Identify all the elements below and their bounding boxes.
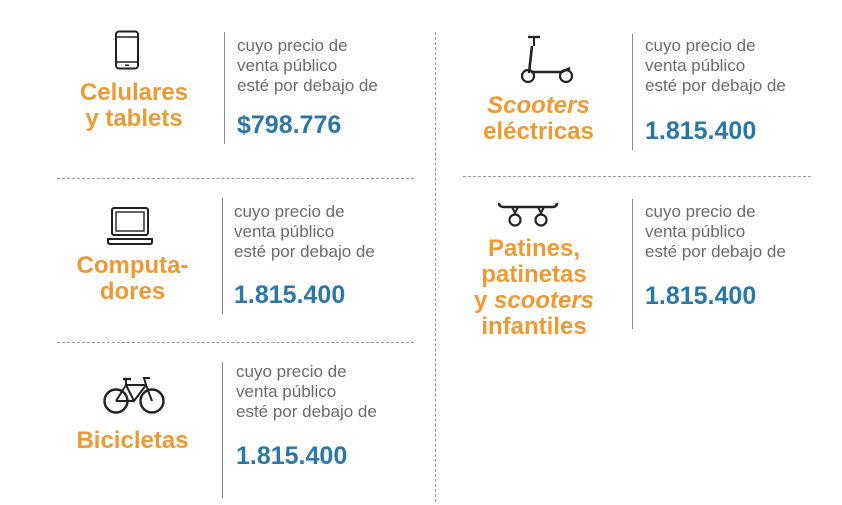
vertical-separator xyxy=(224,32,225,144)
category-title: Patines, patinetas y scooters infantiles xyxy=(458,236,610,340)
row-divider xyxy=(57,178,414,179)
category-title: Bicicletas xyxy=(60,428,205,454)
category-line: infantiles xyxy=(481,313,587,340)
price-value: 1.815.400 xyxy=(645,117,757,145)
smartphone-icon xyxy=(114,30,140,70)
price-value: 1.815.400 xyxy=(234,281,346,309)
price-value: 1.815.400 xyxy=(236,442,348,470)
category-line: y tablets xyxy=(85,105,183,132)
category-line: Scooters xyxy=(487,92,590,119)
category-line: Bicicletas xyxy=(76,427,189,454)
category-title: Computa- dores xyxy=(60,253,205,305)
price-condition-text: cuyo precio de venta público esté por de… xyxy=(237,36,378,95)
bicycle-icon xyxy=(102,373,166,417)
price-value: 1.815.400 xyxy=(645,282,757,310)
vertical-separator xyxy=(632,199,633,329)
vertical-separator xyxy=(222,362,223,498)
category-line: Celulares xyxy=(79,79,189,106)
row-divider xyxy=(57,342,414,343)
price-condition-text: cuyo precio de venta público esté por de… xyxy=(645,202,786,261)
price-condition-text: cuyo precio de venta público esté por de… xyxy=(236,362,377,421)
laptop-icon xyxy=(106,206,154,246)
scooter-icon xyxy=(518,34,576,86)
category-line: patinetas xyxy=(481,261,587,288)
column-divider xyxy=(435,32,436,502)
price-value: $798.776 xyxy=(237,111,342,139)
price-condition-text: cuyo precio de venta público esté por de… xyxy=(234,202,375,261)
category-line: Patines, xyxy=(487,235,581,262)
vertical-separator xyxy=(222,198,223,314)
category-title: Celulares y tablets xyxy=(64,80,204,132)
vertical-separator xyxy=(632,34,633,150)
skateboard-icon xyxy=(496,199,560,229)
category-line: dores xyxy=(99,278,166,305)
category-line: y scooters xyxy=(473,287,595,314)
price-condition-text: cuyo precio de venta público esté por de… xyxy=(645,36,786,95)
category-line: eléctricas xyxy=(483,118,594,145)
category-title: Scooters eléctricas xyxy=(466,93,611,145)
category-line: Computa- xyxy=(76,252,189,279)
row-divider xyxy=(463,176,811,177)
